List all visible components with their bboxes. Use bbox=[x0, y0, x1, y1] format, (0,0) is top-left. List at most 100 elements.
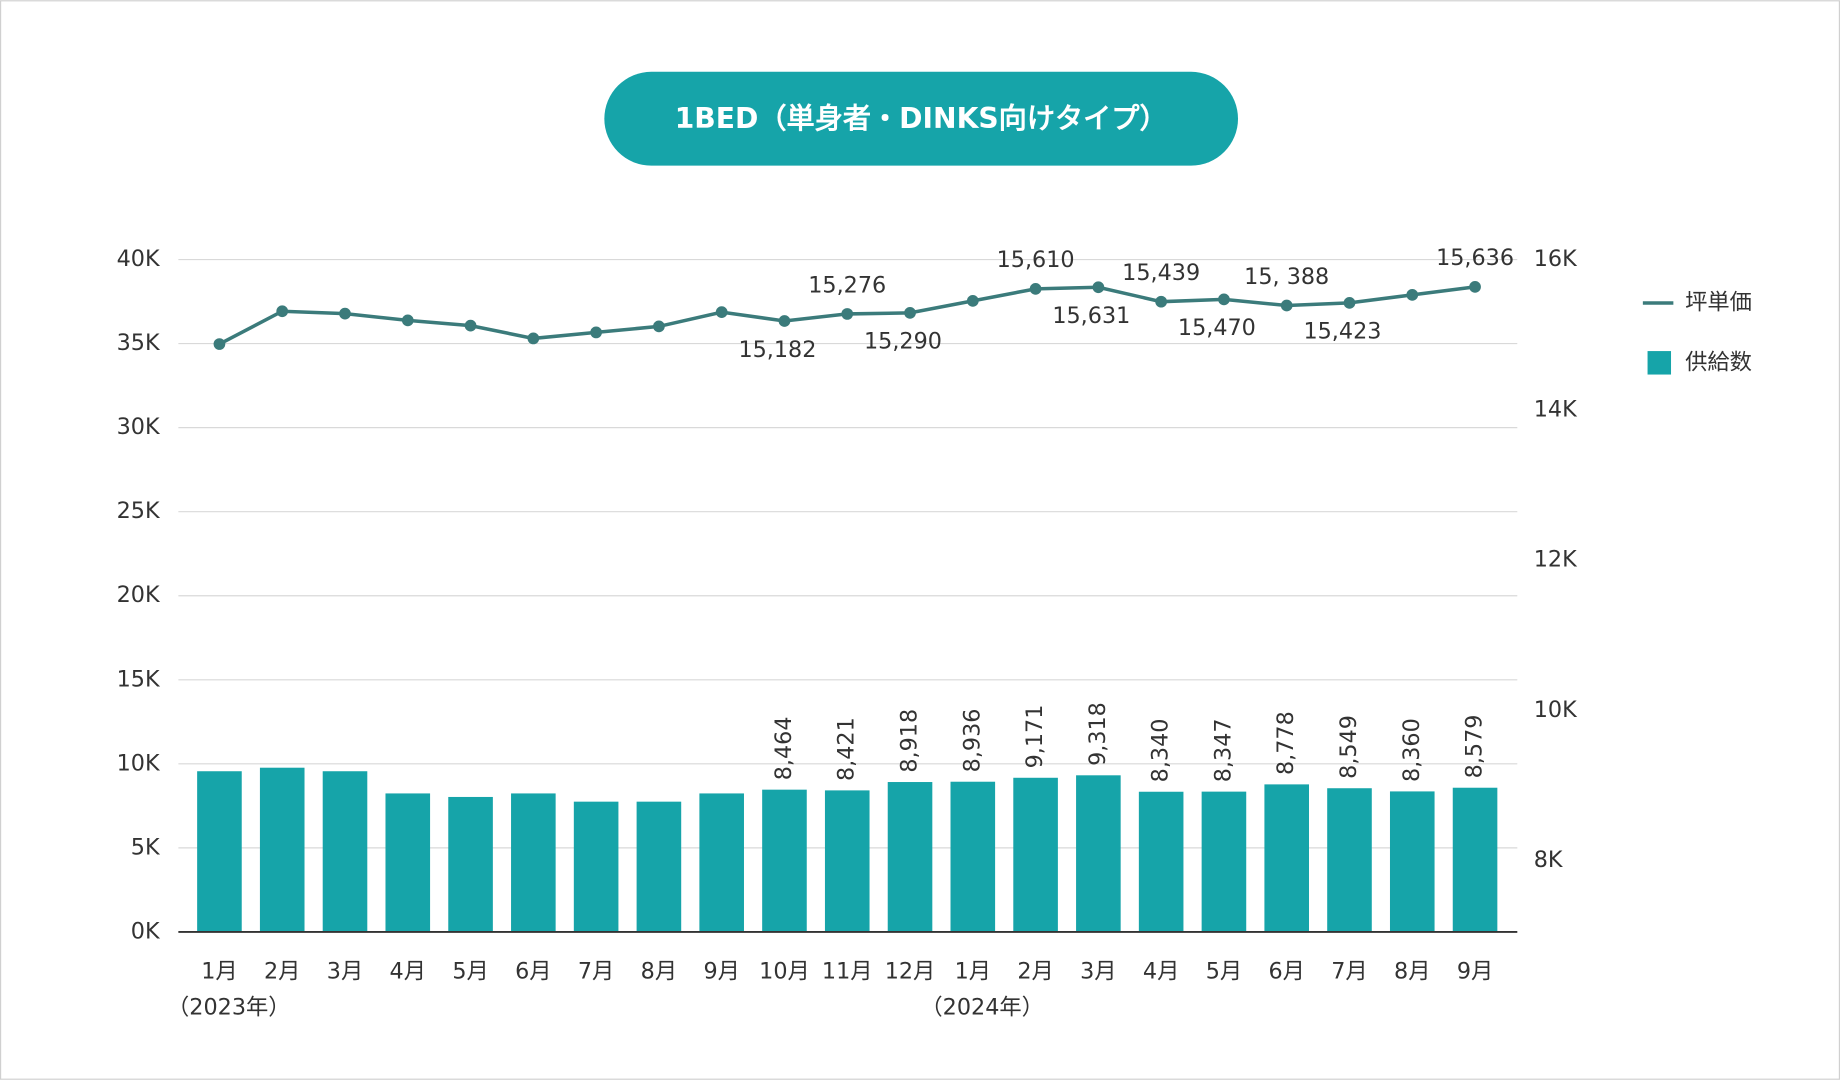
line-point bbox=[401, 314, 414, 327]
bar-value-label: 8,360 bbox=[1399, 718, 1425, 782]
line-point bbox=[1155, 295, 1168, 308]
bar bbox=[1076, 775, 1121, 932]
line-point bbox=[778, 315, 791, 327]
bar bbox=[1389, 791, 1435, 932]
bar-value-label: 8,421 bbox=[834, 717, 860, 781]
x-tick-label: 6月 bbox=[1268, 958, 1304, 984]
line-point bbox=[1469, 281, 1481, 293]
line-point bbox=[715, 306, 728, 318]
x-tick-label: 7月 bbox=[578, 958, 614, 984]
y2-tick-label: 12K bbox=[1534, 547, 1578, 573]
bar bbox=[322, 771, 368, 932]
line-value-label: 15,636 bbox=[1436, 245, 1514, 271]
y-tick-label: 0K bbox=[131, 918, 161, 944]
bar-value-label: 9,318 bbox=[1085, 702, 1111, 766]
bar bbox=[448, 796, 493, 932]
x-tick-label: 11月 bbox=[822, 958, 873, 984]
x-tick-label: 4月 bbox=[1143, 958, 1179, 984]
bar bbox=[385, 793, 431, 932]
x-tick-label: 6月 bbox=[515, 958, 551, 984]
legend-label: 供給数 bbox=[1685, 349, 1752, 375]
x-tick-label: 12月 bbox=[885, 958, 936, 984]
line-point bbox=[841, 308, 854, 320]
bar bbox=[1013, 777, 1058, 932]
line-value-label: 15,631 bbox=[1052, 303, 1130, 329]
x-tick-label: 1月 bbox=[201, 958, 237, 984]
x-tick-label: 8月 bbox=[1394, 958, 1430, 984]
bar-value-label: 8,549 bbox=[1336, 715, 1362, 779]
line-point bbox=[276, 305, 289, 318]
x-annotation: （2024年） bbox=[920, 995, 1044, 1021]
bar bbox=[511, 793, 556, 932]
line-value-label: 15,276 bbox=[808, 272, 886, 298]
bar bbox=[573, 801, 619, 932]
bar-value-label: 8,778 bbox=[1273, 711, 1299, 775]
x-tick-label: 5月 bbox=[1206, 958, 1242, 984]
y2-tick-label: 10K bbox=[1534, 697, 1578, 723]
bar bbox=[1327, 788, 1372, 932]
y2-tick-label: 8K bbox=[1534, 847, 1564, 873]
y-tick-label: 5K bbox=[131, 834, 161, 860]
legend-swatch bbox=[1647, 351, 1672, 375]
y-tick-label: 40K bbox=[117, 246, 161, 272]
line-point bbox=[1280, 299, 1293, 312]
line-point bbox=[1029, 282, 1042, 295]
y-tick-label: 35K bbox=[117, 330, 161, 356]
bar bbox=[1201, 791, 1247, 932]
bar bbox=[1452, 787, 1498, 932]
line-point bbox=[464, 319, 477, 332]
bar-value-label: 8,918 bbox=[897, 709, 923, 773]
bar bbox=[824, 790, 870, 932]
x-tick-label: 4月 bbox=[390, 958, 426, 984]
line-point bbox=[1343, 297, 1356, 309]
line-point bbox=[527, 332, 540, 345]
bar bbox=[699, 793, 744, 932]
y2-tick-label: 16K bbox=[1534, 246, 1578, 272]
line-point bbox=[904, 307, 916, 319]
line-value-label: 15,182 bbox=[738, 337, 816, 363]
x-tick-label: 2月 bbox=[1017, 958, 1053, 984]
x-tick-label: 9月 bbox=[1457, 958, 1493, 984]
x-tick-label: 3月 bbox=[1080, 958, 1116, 984]
x-tick-label: 2月 bbox=[264, 958, 300, 984]
y-tick-label: 30K bbox=[117, 414, 161, 440]
x-annotation: （2023年） bbox=[167, 995, 291, 1021]
line-point bbox=[1092, 281, 1105, 294]
y2-tick-label: 14K bbox=[1534, 396, 1578, 422]
bar-value-label: 9,171 bbox=[1022, 705, 1048, 769]
bar bbox=[636, 801, 682, 932]
bar bbox=[887, 782, 933, 932]
bar-value-label: 8,936 bbox=[959, 709, 985, 773]
line-point bbox=[1406, 288, 1419, 301]
bar bbox=[950, 781, 996, 932]
bar bbox=[1138, 791, 1184, 932]
x-tick-label: 7月 bbox=[1331, 958, 1367, 984]
line-value-label: 15,470 bbox=[1178, 315, 1256, 341]
y-tick-label: 25K bbox=[117, 498, 161, 524]
bar-value-label: 8,347 bbox=[1210, 718, 1236, 782]
line-value-label: 15,610 bbox=[997, 247, 1075, 273]
line-value-label: 15,439 bbox=[1122, 260, 1200, 286]
line-point bbox=[213, 338, 226, 350]
title-pill bbox=[604, 71, 1239, 166]
bar bbox=[259, 767, 305, 932]
y-tick-label: 15K bbox=[117, 666, 161, 692]
bar-value-label: 8,579 bbox=[1462, 715, 1488, 779]
line-point bbox=[1218, 293, 1230, 306]
line-point bbox=[590, 326, 602, 339]
bar-value-label: 8,464 bbox=[771, 716, 797, 780]
bar bbox=[197, 771, 242, 932]
line-point bbox=[966, 294, 979, 307]
line-point bbox=[339, 307, 351, 320]
line-value-label: 15,290 bbox=[864, 329, 942, 355]
bar bbox=[1264, 784, 1310, 932]
line-value-label: 15, 388 bbox=[1244, 264, 1329, 290]
x-tick-label: 5月 bbox=[452, 958, 488, 984]
line-point bbox=[653, 320, 665, 333]
x-tick-label: 1月 bbox=[955, 958, 991, 984]
x-tick-label: 8月 bbox=[641, 958, 677, 984]
x-tick-label: 10月 bbox=[759, 958, 810, 984]
legend-label: 坪単価 bbox=[1685, 289, 1752, 315]
x-tick-label: 3月 bbox=[327, 958, 363, 984]
